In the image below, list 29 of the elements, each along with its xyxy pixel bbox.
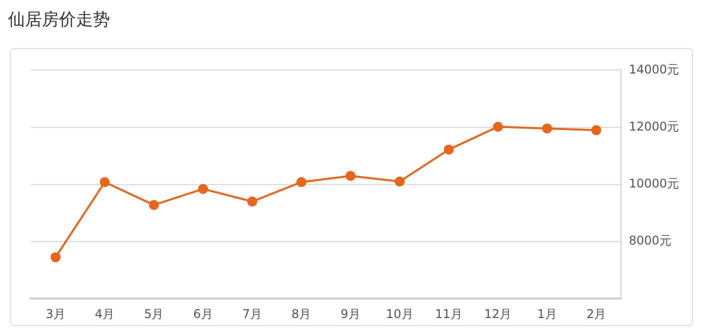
point xyxy=(394,176,405,187)
point xyxy=(198,184,208,194)
y-tick-label: 10000元 xyxy=(628,176,680,191)
x-tick-label: 7月 xyxy=(242,306,262,321)
point xyxy=(50,252,61,262)
x-tick-label: 11月 xyxy=(435,306,462,321)
x-tick-label: 6月 xyxy=(193,306,213,321)
point xyxy=(296,177,306,188)
y-tick-label: 12000元 xyxy=(628,119,680,134)
y-tick-label: 8000元 xyxy=(628,234,672,248)
x-tick-label: 8月 xyxy=(292,306,312,321)
x-tick-label: 5月 xyxy=(144,306,164,321)
x-tick-label: 10月 xyxy=(386,306,414,321)
point xyxy=(542,123,552,134)
point xyxy=(247,196,258,207)
y-tick-label: 14000元 xyxy=(628,62,680,76)
point xyxy=(148,200,159,210)
point xyxy=(100,177,110,188)
point xyxy=(591,125,602,136)
point xyxy=(444,144,454,155)
point xyxy=(492,122,503,132)
x-tick-label: 3月 xyxy=(46,306,66,321)
point xyxy=(345,170,356,181)
x-tick-label: 1月 xyxy=(537,306,557,321)
x-tick-label: 4月 xyxy=(94,306,115,321)
x-tick-label: 2月 xyxy=(586,306,606,321)
x-tick-label: 12月 xyxy=(484,306,512,321)
chart-title: 仙居房价走势 xyxy=(8,9,110,31)
x-tick-label: 9月 xyxy=(340,306,360,321)
